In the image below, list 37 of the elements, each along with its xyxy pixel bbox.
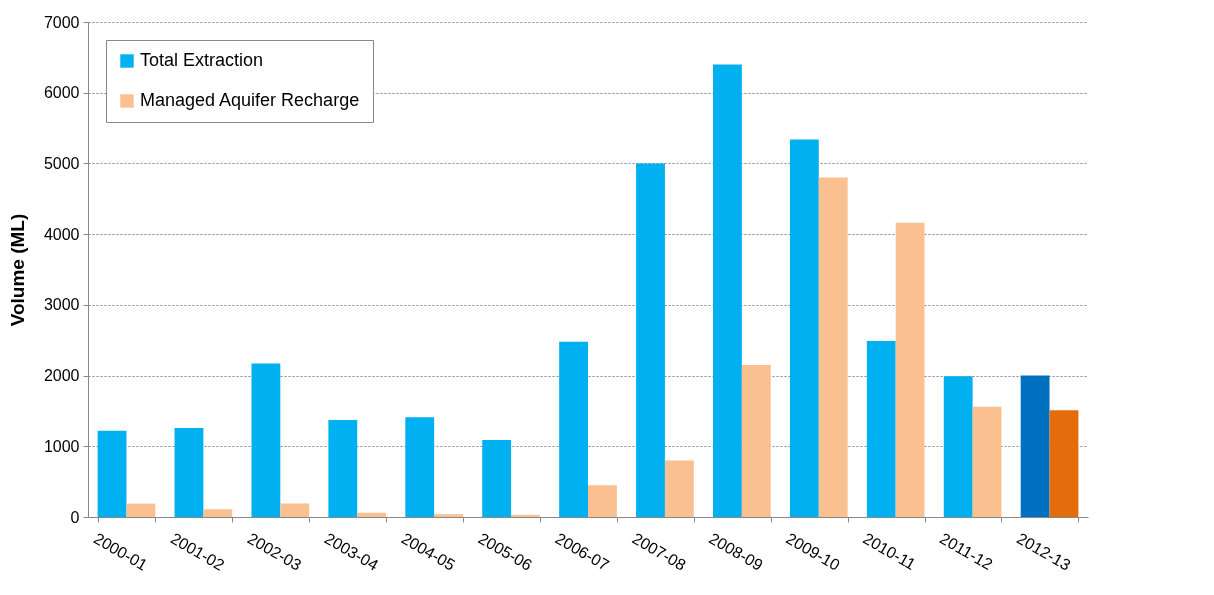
bar xyxy=(972,406,1002,517)
bar xyxy=(251,363,281,517)
y-tick-label: 3000 xyxy=(43,296,80,314)
legend-label: Managed Aquifer Recharge xyxy=(140,90,360,110)
bar xyxy=(511,514,540,517)
bar xyxy=(789,139,819,517)
bar xyxy=(664,460,694,517)
bar xyxy=(357,512,387,517)
bar xyxy=(1020,375,1050,517)
bar xyxy=(895,222,925,517)
bar xyxy=(818,177,848,517)
y-tick-label: 4000 xyxy=(43,225,80,243)
y-tick-label: 6000 xyxy=(43,84,80,102)
y-tick-label: 0 xyxy=(70,508,80,526)
legend-label: Total Extraction xyxy=(140,50,264,70)
bar xyxy=(280,503,310,517)
y-tick-label: 2000 xyxy=(43,367,80,385)
y-axis-title: Volume (ML) xyxy=(6,213,28,327)
bar xyxy=(434,514,463,517)
bar xyxy=(328,420,358,517)
bar xyxy=(482,439,512,517)
bar xyxy=(97,430,127,517)
bar xyxy=(943,376,973,517)
bar xyxy=(588,485,617,517)
bar xyxy=(126,503,156,517)
y-tick-label: 5000 xyxy=(43,154,80,172)
bar xyxy=(713,64,742,517)
y-tick-label: 7000 xyxy=(43,13,80,31)
bar xyxy=(203,509,233,517)
bar xyxy=(559,341,588,517)
bar xyxy=(866,340,896,517)
y-tick-label: 1000 xyxy=(43,437,80,455)
bar xyxy=(636,163,665,517)
bar xyxy=(174,427,204,517)
bar xyxy=(741,364,771,517)
bar xyxy=(405,417,435,517)
bar xyxy=(1049,410,1079,517)
